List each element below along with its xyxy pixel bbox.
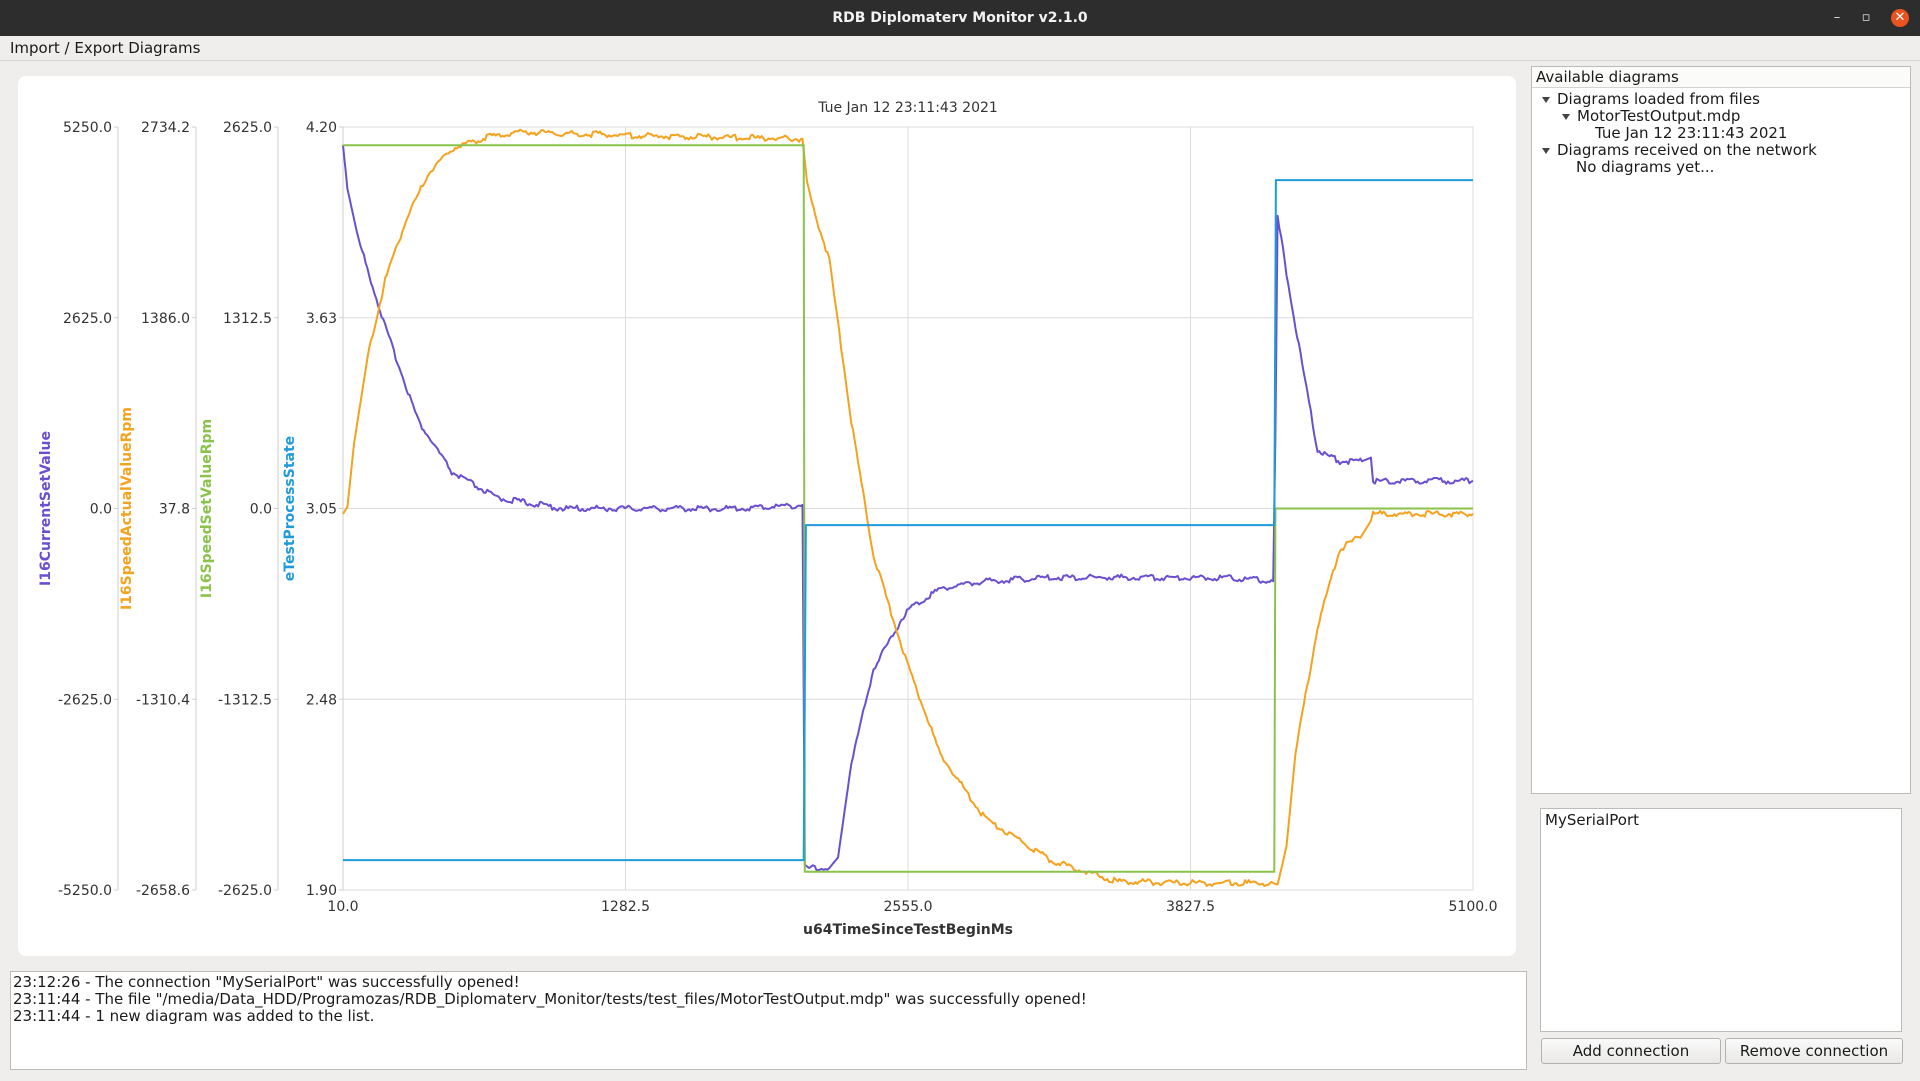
x-tick-label: 10.0 <box>327 899 358 915</box>
y-axis-title: I16CurrentSetValue <box>38 431 54 586</box>
y-tick-label: 0.0 <box>250 502 272 518</box>
y-axis-title: I16SpeedSetValueRpm <box>199 419 215 598</box>
y-tick-label: 37.8 <box>159 502 190 518</box>
maximize-icon[interactable]: ▫ <box>1861 10 1871 25</box>
y-tick-label: 2.48 <box>306 692 337 708</box>
log-line: 23:12:26 - The connection "MySerialPort"… <box>13 973 520 991</box>
series-line-I16CurrentSetValue[interactable] <box>342 145 1474 872</box>
y-tick-label: -2625.0 <box>58 692 112 708</box>
tree-item-files-group[interactable]: Diagrams loaded from files <box>1542 91 1760 108</box>
log-line: 23:11:44 - The file "/media/Data_HDD/Pro… <box>13 990 1087 1008</box>
y-tick-label: 5250.0 <box>63 120 112 136</box>
expand-arrow-icon[interactable] <box>1542 147 1550 154</box>
tree-item-network-group[interactable]: Diagrams received on the network <box>1542 142 1817 159</box>
tree-item-network-empty: No diagrams yet... <box>1576 158 1715 176</box>
tree-item-diagram[interactable]: Tue Jan 12 23:11:43 2021 <box>1595 124 1788 142</box>
y-tick-label: 1386.0 <box>141 311 190 327</box>
y-tick-label: 2625.0 <box>223 120 272 136</box>
x-tick-label: 3827.5 <box>1166 899 1215 915</box>
x-tick-label: 1282.5 <box>601 899 650 915</box>
connection-list[interactable]: MySerialPort <box>1540 808 1902 1032</box>
expand-arrow-icon[interactable] <box>1562 113 1570 120</box>
connection-item[interactable]: MySerialPort <box>1545 811 1639 829</box>
y-axis-title: I16SpeedActualValueRpm <box>119 407 135 610</box>
add-connection-button[interactable]: Add connection <box>1541 1038 1721 1064</box>
y-tick-label: -2658.6 <box>136 883 190 899</box>
window-title: RDB Diplomaterv Monitor v2.1.0 <box>832 10 1088 26</box>
minimize-icon[interactable]: – <box>1833 10 1841 25</box>
y-tick-label: 2734.2 <box>141 120 190 136</box>
y-tick-label: 0.0 <box>90 502 112 518</box>
chart-panel: Tue Jan 12 23:11:43 2021 10.0 1282.5 2555.0… <box>18 76 1516 956</box>
diagram-chart[interactable]: Tue Jan 12 23:11:43 2021 10.0 1282.5 2555.0… <box>18 76 1516 956</box>
y-tick-label: 1312.5 <box>223 311 272 327</box>
series-line-I16SpeedActualValueRpm[interactable] <box>342 128 1474 888</box>
y-tick-label: 4.20 <box>306 120 337 136</box>
y-tick-label: 3.63 <box>306 311 337 327</box>
x-axis-title: u64TimeSinceTestBeginMs <box>803 922 1013 938</box>
tree-item-label: MotorTestOutput.mdp <box>1577 107 1741 125</box>
chart-title: Tue Jan 12 23:11:43 2021 <box>817 100 998 116</box>
y-tick-label: -2625.0 <box>218 883 272 899</box>
tree-item-label: Diagrams loaded from files <box>1557 90 1760 108</box>
close-icon[interactable]: ✕ <box>1891 9 1909 27</box>
x-tick-label: 5100.0 <box>1449 899 1498 915</box>
expand-arrow-icon[interactable] <box>1542 96 1550 103</box>
log-line: 23:11:44 - 1 new diagram was added to th… <box>13 1007 375 1025</box>
y-tick-label: -1312.5 <box>218 692 272 708</box>
tree-item-label: Diagrams received on the network <box>1557 141 1817 159</box>
series-line-I16SpeedSetValueRpm[interactable] <box>343 144 1473 873</box>
tree-header: Available diagrams <box>1532 67 1910 88</box>
title-bar: RDB Diplomaterv Monitor v2.1.0 – ▫ ✕ <box>0 0 1920 36</box>
message-log[interactable]: 23:12:26 - The connection "MySerialPort"… <box>10 971 1527 1070</box>
y-tick-label: -5250.0 <box>58 883 112 899</box>
y-tick-label: 3.05 <box>306 502 337 518</box>
tree-item-file[interactable]: MotorTestOutput.mdp <box>1562 108 1740 125</box>
y-tick-label: 2625.0 <box>63 311 112 327</box>
y-axis-title: eTestProcessState <box>282 436 298 581</box>
diagram-tree[interactable]: Available diagrams Diagrams loaded from … <box>1531 66 1911 794</box>
menu-import-export[interactable]: Import / Export Diagrams <box>10 39 201 57</box>
remove-connection-button[interactable]: Remove connection <box>1725 1038 1903 1064</box>
series-line-eTestProcessState[interactable] <box>343 179 1473 862</box>
y-tick-label: 1.90 <box>306 883 337 899</box>
y-tick-label: -1310.4 <box>136 692 190 708</box>
menu-bar: Import / Export Diagrams <box>0 36 1920 61</box>
x-tick-label: 2555.0 <box>884 899 933 915</box>
